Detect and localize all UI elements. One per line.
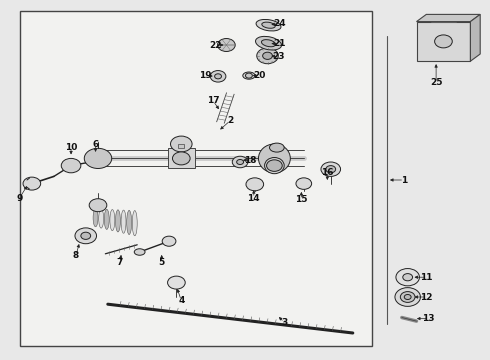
- Circle shape: [89, 199, 107, 212]
- Circle shape: [396, 269, 419, 286]
- Text: 14: 14: [247, 194, 260, 202]
- Circle shape: [61, 158, 81, 173]
- Text: 13: 13: [422, 314, 435, 323]
- Circle shape: [321, 162, 341, 176]
- Circle shape: [245, 73, 252, 78]
- Text: 12: 12: [420, 292, 433, 302]
- Circle shape: [81, 232, 91, 239]
- Circle shape: [267, 160, 282, 171]
- Text: 25: 25: [430, 78, 442, 87]
- Text: 1: 1: [401, 176, 407, 185]
- Text: 22: 22: [209, 41, 222, 50]
- Ellipse shape: [104, 209, 109, 229]
- Circle shape: [246, 178, 264, 191]
- Circle shape: [210, 71, 226, 82]
- Circle shape: [435, 35, 452, 48]
- Ellipse shape: [134, 249, 145, 255]
- Ellipse shape: [243, 72, 255, 79]
- Bar: [416, 22, 470, 61]
- Circle shape: [403, 274, 413, 281]
- Text: 8: 8: [73, 251, 79, 260]
- Text: 3: 3: [281, 318, 287, 327]
- Ellipse shape: [270, 143, 284, 152]
- Circle shape: [215, 74, 221, 79]
- Text: 4: 4: [178, 296, 185, 305]
- Circle shape: [84, 148, 112, 168]
- Circle shape: [168, 276, 185, 289]
- Text: 20: 20: [253, 71, 266, 80]
- Circle shape: [263, 52, 272, 59]
- Ellipse shape: [262, 22, 275, 28]
- Ellipse shape: [110, 210, 115, 231]
- Text: 21: 21: [273, 39, 286, 48]
- Text: 16: 16: [321, 168, 334, 177]
- Ellipse shape: [259, 144, 290, 173]
- Circle shape: [172, 152, 190, 165]
- Text: 6: 6: [93, 140, 98, 149]
- Circle shape: [326, 166, 336, 173]
- Text: 9: 9: [16, 194, 23, 202]
- Circle shape: [23, 177, 41, 190]
- Ellipse shape: [93, 209, 98, 227]
- Text: 5: 5: [159, 258, 165, 267]
- Circle shape: [75, 228, 97, 244]
- Ellipse shape: [265, 158, 284, 174]
- Circle shape: [400, 292, 415, 302]
- Ellipse shape: [256, 19, 281, 31]
- Ellipse shape: [98, 209, 103, 228]
- Text: 17: 17: [207, 96, 220, 105]
- Bar: [178, 144, 184, 148]
- Bar: [168, 148, 195, 168]
- Circle shape: [218, 39, 235, 51]
- Text: 10: 10: [65, 143, 77, 152]
- Circle shape: [296, 178, 312, 189]
- Ellipse shape: [132, 211, 137, 236]
- Text: 23: 23: [272, 52, 285, 61]
- Circle shape: [171, 136, 192, 152]
- Text: 11: 11: [420, 273, 433, 282]
- Text: 2: 2: [227, 116, 233, 125]
- Text: 7: 7: [117, 258, 123, 267]
- Text: 18: 18: [244, 156, 256, 165]
- Circle shape: [232, 156, 248, 168]
- Circle shape: [404, 294, 411, 300]
- Polygon shape: [416, 14, 480, 22]
- Ellipse shape: [121, 210, 126, 233]
- Ellipse shape: [116, 210, 121, 232]
- Ellipse shape: [127, 210, 132, 234]
- Circle shape: [257, 48, 278, 64]
- Circle shape: [237, 159, 244, 165]
- Text: 19: 19: [199, 71, 212, 80]
- Circle shape: [162, 236, 176, 246]
- Ellipse shape: [255, 36, 282, 50]
- Circle shape: [395, 288, 420, 306]
- Text: 24: 24: [273, 19, 286, 28]
- Ellipse shape: [262, 40, 275, 47]
- Text: 15: 15: [295, 195, 308, 204]
- Bar: [20, 11, 372, 346]
- Polygon shape: [470, 14, 480, 61]
